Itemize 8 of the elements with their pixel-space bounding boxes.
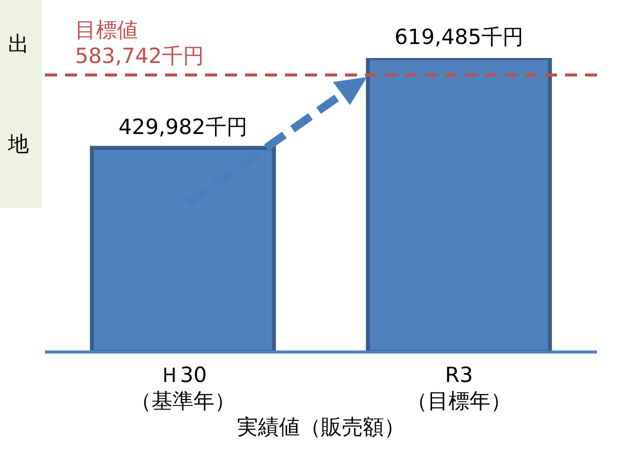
x-tick-label: Ｈ30 （基準年） [130,363,236,413]
data-label: 429,982千円 [118,114,248,139]
ref-line-label: 目標値 583,742千円 [75,18,204,68]
text: 出 [8,31,29,58]
text: 地 [8,131,29,158]
x-tick-label: R3 （目標年） [406,363,512,413]
data-label: 619,485千円 [394,25,524,49]
x-axis-title: 実績値（販売額） [237,415,405,439]
